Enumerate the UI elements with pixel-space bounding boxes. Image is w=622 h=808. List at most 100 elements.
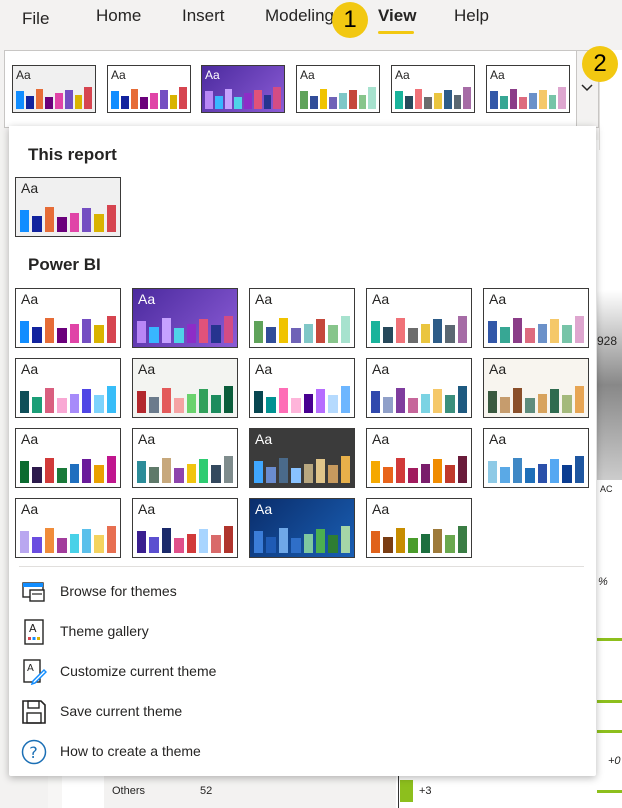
theme-color-bar <box>223 316 233 343</box>
theme-thumbnail-frontier[interactable]: Aa <box>391 65 475 113</box>
theme-color-bar <box>140 97 148 109</box>
menu-home[interactable]: Home <box>96 6 142 25</box>
theme-color-bar <box>198 529 209 553</box>
menu-view[interactable]: View <box>378 6 417 25</box>
theme-color-bar <box>149 396 159 413</box>
theme-thumbnail-default[interactable]: Aa <box>15 288 121 348</box>
theme-color-bars <box>20 202 116 232</box>
themes-ribbon-gallery: Aa Aa Aa Aa Aa Aa <box>4 50 581 128</box>
theme-color-bar <box>94 395 104 413</box>
theme-color-bars <box>111 85 187 109</box>
theme-color-bar <box>234 97 242 109</box>
background-green-line <box>597 700 622 703</box>
theme-color-bar <box>137 460 147 483</box>
theme-thumbnail-colorblind[interactable]: Aa <box>249 358 355 418</box>
menu-file[interactable]: File <box>22 9 50 28</box>
theme-gallery-item[interactable]: A Theme gallery <box>21 617 581 647</box>
theme-color-bar <box>223 456 233 483</box>
theme-color-bar <box>161 317 172 343</box>
theme-thumbnail-sunset[interactable]: Aa <box>15 428 121 488</box>
theme-color-bar <box>443 89 452 109</box>
theme-color-bar <box>94 535 104 553</box>
theme-color-bar <box>340 386 350 413</box>
theme-color-bar <box>558 87 566 109</box>
browse-for-themes-item[interactable]: Browse for themes <box>21 577 581 607</box>
theme-color-bar <box>20 460 30 483</box>
theme-color-bar <box>223 386 233 413</box>
theme-color-bar <box>130 88 139 109</box>
theme-color-bar <box>198 459 209 483</box>
theme-gallery-icon: A <box>21 619 47 645</box>
theme-color-bars <box>16 85 92 109</box>
theme-color-bar <box>303 533 313 553</box>
theme-color-bar <box>383 396 393 413</box>
theme-color-bar <box>106 316 116 343</box>
theme-thumbnail-tidal[interactable]: Aa <box>15 498 121 558</box>
theme-color-bar <box>16 91 24 109</box>
theme-thumbnail-executive[interactable]: Aa <box>249 288 355 348</box>
menu-help[interactable]: Help <box>454 6 489 25</box>
theme-color-bar <box>383 326 393 343</box>
theme-thumbnail-electric[interactable]: Aa <box>366 358 472 418</box>
theme-thumbnail-accessible-tidal[interactable]: Aa <box>249 498 355 558</box>
theme-color-bar <box>408 538 418 553</box>
theme-thumbnail-current[interactable]: Aa <box>12 65 96 113</box>
menu-insert[interactable]: Insert <box>182 6 225 25</box>
browse-for-themes-label: Browse for themes <box>60 583 177 599</box>
theme-color-bar <box>432 319 443 343</box>
theme-color-bar <box>328 395 338 413</box>
theme-color-bar <box>81 319 92 343</box>
theme-color-bar <box>223 526 233 553</box>
theme-thumbnail-innovate[interactable]: Aa <box>132 288 238 348</box>
theme-color-bar <box>74 94 83 109</box>
theme-color-bar <box>562 465 572 483</box>
theme-color-bars <box>254 383 350 413</box>
browse-themes-icon <box>21 579 47 605</box>
theme-thumbnail-current[interactable]: Aa <box>15 177 121 237</box>
theme-thumbnail-city-park[interactable]: Aa <box>15 358 121 418</box>
theme-color-bar <box>525 398 535 413</box>
theme-color-bar <box>512 457 523 483</box>
theme-thumbnail-highrise[interactable]: Aa <box>483 288 589 348</box>
theme-thumbnail-executive[interactable]: Aa <box>296 65 380 113</box>
how-to-create-theme-item[interactable]: ? How to create a theme <box>21 737 581 767</box>
theme-thumbnail-ocean[interactable]: Aa <box>483 428 589 488</box>
theme-color-bar <box>44 457 55 483</box>
theme-thumbnail-label: Aa <box>138 291 156 307</box>
theme-thumbnail-label: Aa <box>255 501 273 517</box>
theme-color-bar <box>538 89 547 109</box>
theme-thumbnail-temperature[interactable]: Aa <box>132 498 238 558</box>
theme-thumbnail-highrise[interactable]: Aa <box>486 65 570 113</box>
theme-thumbnail-classroom[interactable]: Aa <box>132 358 238 418</box>
theme-color-bar <box>57 398 67 413</box>
theme-color-bar <box>340 456 350 483</box>
theme-thumbnail-label: Aa <box>300 68 315 82</box>
customize-current-theme-label: Customize current theme <box>60 663 217 679</box>
callout-1: 1 <box>332 2 368 38</box>
theme-color-bar <box>211 395 221 413</box>
theme-color-bars <box>490 85 566 109</box>
theme-color-bar <box>453 94 462 109</box>
menu-modeling[interactable]: Modeling <box>265 6 334 25</box>
theme-color-bars <box>254 453 350 483</box>
theme-thumbnail-frontier[interactable]: Aa <box>366 288 472 348</box>
theme-color-bar <box>300 91 308 109</box>
theme-thumbnail-solar[interactable]: Aa <box>366 428 472 488</box>
theme-color-bars <box>395 85 471 109</box>
save-current-theme-item[interactable]: Save current theme <box>21 697 581 727</box>
theme-color-bar <box>174 328 184 343</box>
theme-thumbnail-high-contrast[interactable]: Aa <box>483 358 589 418</box>
theme-color-bar <box>198 319 209 343</box>
theme-thumbnail-twilight[interactable]: Aa <box>132 428 238 488</box>
theme-thumbnail-earth[interactable]: Aa <box>366 498 472 558</box>
theme-thumbnail-label: Aa <box>489 431 507 447</box>
theme-thumbnail-default[interactable]: Aa <box>107 65 191 113</box>
theme-thumbnail-label: Aa <box>489 361 507 377</box>
theme-color-bar <box>137 390 147 413</box>
theme-color-bars <box>137 383 233 413</box>
theme-thumbnail-storm[interactable]: Aa <box>249 428 355 488</box>
theme-color-bar <box>488 390 498 413</box>
theme-color-bar <box>64 89 73 109</box>
customize-current-theme-item[interactable]: A Customize current theme <box>21 657 581 687</box>
theme-thumbnail-innovate[interactable]: Aa <box>201 65 285 113</box>
